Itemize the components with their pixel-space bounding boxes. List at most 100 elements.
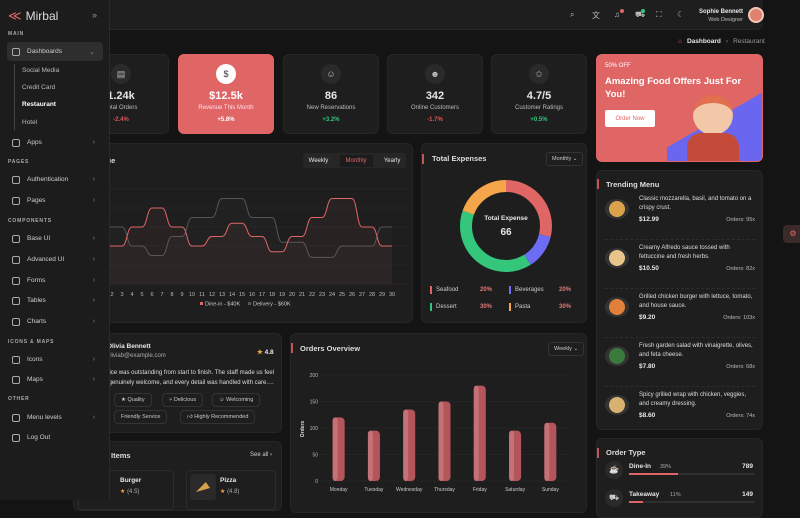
legend-pct: 20% [559, 287, 572, 293]
sidebar-subitem[interactable]: Social Media [22, 67, 60, 74]
list-item[interactable]: Classic mozzarella, basil, and tomato on… [605, 195, 755, 240]
bell-icon[interactable]: ♫ [614, 10, 620, 19]
sidebar-item-label: Authentication [27, 176, 69, 183]
item-price: $9.20 [639, 314, 656, 321]
item-rating: (4.8) [227, 489, 240, 495]
sidebar-item-log-out[interactable]: Log Out [7, 428, 103, 447]
legend-swatch [509, 286, 511, 294]
avatar[interactable] [748, 7, 764, 23]
sidebar-subitem[interactable]: Restaurant [22, 101, 56, 108]
fullscreen-icon[interactable]: ⛶ [656, 10, 662, 19]
stat-label: Online Customers [410, 105, 460, 111]
sidebar-item-authentication[interactable]: Authentication › [7, 170, 103, 189]
page-icon [12, 196, 20, 205]
orders-filter-dropdown[interactable]: Weekly ⌄ [548, 342, 585, 356]
sidebar-item-apps[interactable]: Apps › [7, 133, 103, 152]
sidebar-item-tables[interactable]: Tables › [7, 291, 103, 310]
order-type-value: 789 [742, 463, 753, 470]
breadcrumb: ⌂ Dashboard › Restaurant [678, 38, 765, 45]
item-description: Classic mozzarella, basil, and tomato on… [639, 196, 752, 211]
y-tick-label: 100 [310, 426, 319, 432]
search-icon[interactable]: ⌕ [570, 10, 575, 19]
settings-gear-button[interactable]: ⚙ [783, 225, 800, 243]
language-icon[interactable]: 文 [592, 11, 600, 20]
tag-quality: ★ Quality [114, 393, 152, 407]
moon-icon[interactable]: ☾ [677, 10, 685, 19]
form-icon [12, 276, 20, 285]
order-type-pct: 11% [670, 491, 681, 498]
sidebar-item-maps[interactable]: Maps › [7, 370, 103, 389]
layers-icon [12, 234, 20, 243]
coffee-icon: ☕ [605, 461, 623, 479]
sidebar-item-advanced-ui[interactable]: Advanced UI › [7, 250, 103, 269]
sidebar-item-charts[interactable]: Charts › [7, 312, 103, 331]
item-price: $7.80 [639, 363, 656, 370]
cart-icon[interactable]: ⛟ [635, 10, 646, 19]
sidebar-item-label: Icons [27, 356, 43, 363]
tag-delicious: ⑂ Delicious [162, 393, 204, 407]
sidebar-item-label: Maps [27, 376, 43, 383]
stat-change: -1.7% [427, 117, 443, 123]
list-item[interactable]: Spicy grilled wrap with chicken, veggies… [605, 391, 755, 423]
logo[interactable]: ≪ Mirbal [8, 8, 58, 24]
food-image [605, 346, 629, 366]
x-tick-label: 16 [249, 292, 255, 298]
list-item[interactable]: Creamy Alfredo sauce tossed with fettucc… [605, 244, 755, 289]
legend-swatch [430, 303, 432, 311]
stat-change: +3.2% [322, 117, 340, 123]
collapse-sidebar-icon[interactable]: » [92, 10, 98, 20]
item-meta: $9.20 Orders: 103x [639, 314, 755, 321]
item-orders: Orders: 68x [726, 364, 755, 370]
legend-marker [248, 302, 251, 305]
map-pin-icon [12, 375, 20, 384]
see-all-link[interactable]: See all › [250, 452, 273, 458]
sidebar-subitem[interactable]: Credit Card [22, 84, 56, 91]
sidebar-item-pages[interactable]: Pages › [7, 191, 103, 210]
stat-card-revenue: $ $12.5k Revenue This Month +5.8% [178, 54, 274, 134]
series-area [102, 198, 392, 284]
series-line-delivery [102, 198, 392, 258]
menu-icon [12, 413, 20, 422]
order-type-pct: 39% [660, 463, 672, 470]
item-description: Creamy Alfredo sauce tossed with fettucc… [639, 245, 730, 260]
item-body: Grilled chicken burger with lettuce, tom… [639, 293, 755, 321]
x-tick-label: Sunday [542, 487, 559, 493]
item-name: Pizza [220, 477, 237, 484]
popular-item[interactable]: Pizza ★ (4.8) [186, 470, 276, 510]
item-body: Creamy Alfredo sauce tossed with fettucc… [639, 244, 755, 272]
breadcrumb-dashboard[interactable]: Dashboard [686, 38, 721, 45]
item-orders: Orders: 74x [726, 413, 755, 419]
sidebar-item-forms[interactable]: Forms › [7, 271, 103, 290]
list-item[interactable]: Grilled chicken burger with lettuce, tom… [605, 293, 755, 338]
list-item[interactable]: Fresh garden salad with vinaigrette, oli… [605, 342, 755, 387]
sidebar-item-base-ui[interactable]: Base UI › [7, 229, 103, 248]
item-meta: $12.99 Orders: 95x [639, 216, 755, 223]
expenses-filter-dropdown[interactable]: Monthly ⌄ [546, 152, 584, 166]
sidebar-item-menu-levels[interactable]: Menu levels › [7, 408, 103, 427]
sidebar-subitem[interactable]: Hotel [22, 119, 38, 126]
x-tick-label: Wednesday [396, 487, 423, 493]
sidebar-item-dashboards[interactable]: Dashboards ⌄ [7, 42, 103, 61]
stat-card-reservations: ☺ 86 New Reservations +3.2% [283, 54, 379, 134]
x-tick-label: 6 [150, 292, 153, 298]
sidebar-item-label: Menu levels [27, 414, 62, 421]
tab-yearly[interactable]: Yearly [383, 157, 401, 164]
submenu-line [14, 64, 15, 130]
clipboard-icon: ▤ [111, 64, 131, 84]
orders-bar-chart: 0 50 100 150 200 Orders Monday Tuesday Wednesday… [300, 373, 568, 493]
x-tick-label: 20 [289, 292, 295, 298]
top-header: ⌕ 文 ♫ ⛟ ⛶ ☾ Sophie Bennett Web Designer [73, 0, 764, 30]
sidebar-item-icons[interactable]: Icons › [7, 350, 103, 369]
series-area [102, 198, 392, 284]
legend-swatch [430, 286, 432, 294]
tab-weekly[interactable]: Weekly [308, 157, 329, 164]
order-now-button[interactable]: Order Now [605, 110, 655, 127]
tab-monthly[interactable]: Monthly [339, 154, 373, 167]
stat-card-ratings: ✩ 4.7/5 Customer Ratings +0.5% [491, 54, 587, 134]
sidebar-item-label: Advanced UI [27, 256, 65, 263]
x-tick-label: 12 [209, 292, 215, 298]
item-meta: $7.80 Orders: 68x [639, 363, 755, 370]
divider [605, 239, 755, 240]
star-icon: ★ [220, 489, 226, 495]
sidebar-item-label: Forms [27, 277, 46, 284]
